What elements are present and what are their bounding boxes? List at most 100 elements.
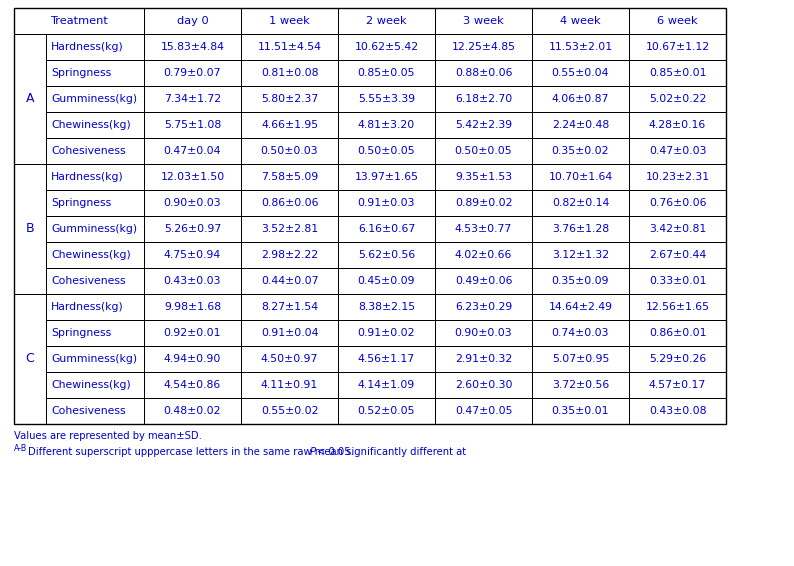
Bar	[338, 138, 435, 164]
Text: 0.79±0.07: 0.79±0.07	[164, 68, 222, 78]
Bar	[338, 216, 435, 242]
Text: 0.86±0.06: 0.86±0.06	[260, 198, 318, 208]
Text: Cohesiveness: Cohesiveness	[51, 406, 125, 416]
Text: 3.76±1.28: 3.76±1.28	[552, 224, 609, 234]
Text: 2.91±0.32: 2.91±0.32	[455, 354, 512, 364]
Text: 0.50±0.05: 0.50±0.05	[455, 146, 512, 156]
Text: Springness: Springness	[51, 328, 111, 338]
Text: 5.42±2.39: 5.42±2.39	[455, 120, 512, 130]
Text: 8.27±1.54: 8.27±1.54	[261, 302, 318, 312]
Text: Springness: Springness	[51, 198, 111, 208]
Bar	[144, 138, 241, 164]
Text: 4.94±0.90: 4.94±0.90	[164, 354, 222, 364]
Text: 5.80±2.37: 5.80±2.37	[261, 94, 318, 104]
Text: Values are represented by mean±SD.: Values are represented by mean±SD.	[14, 431, 202, 441]
Bar	[46, 398, 144, 424]
Text: 0.47±0.05: 0.47±0.05	[455, 406, 512, 416]
Bar	[629, 216, 726, 242]
Bar	[435, 8, 532, 34]
Bar	[144, 34, 241, 60]
Text: Hardness(kg): Hardness(kg)	[51, 302, 124, 312]
Text: 0.74±0.03: 0.74±0.03	[552, 328, 609, 338]
Bar	[532, 86, 629, 112]
Text: 0.35±0.01: 0.35±0.01	[552, 406, 609, 416]
Bar	[46, 164, 144, 190]
Bar	[435, 86, 532, 112]
Text: 4.02±0.66: 4.02±0.66	[455, 250, 512, 260]
Text: 0.81±0.08: 0.81±0.08	[260, 68, 318, 78]
Bar	[241, 216, 338, 242]
Bar	[435, 320, 532, 346]
Bar	[629, 34, 726, 60]
Text: 5.26±0.97: 5.26±0.97	[164, 224, 221, 234]
Bar	[46, 86, 144, 112]
Bar	[144, 398, 241, 424]
Bar	[629, 242, 726, 268]
Text: 4.66±1.95: 4.66±1.95	[261, 120, 318, 130]
Bar	[46, 320, 144, 346]
Bar	[144, 164, 241, 190]
Text: 6.23±0.29: 6.23±0.29	[455, 302, 512, 312]
Bar	[46, 242, 144, 268]
Text: C: C	[25, 353, 34, 366]
Text: 15.83±4.84: 15.83±4.84	[160, 42, 225, 52]
Bar	[629, 346, 726, 372]
Text: 0.85±0.01: 0.85±0.01	[649, 68, 706, 78]
Text: 0.50±0.03: 0.50±0.03	[260, 146, 318, 156]
Text: A: A	[25, 92, 34, 105]
Text: 9.98±1.68: 9.98±1.68	[164, 302, 221, 312]
Text: 3.42±0.81: 3.42±0.81	[649, 224, 706, 234]
Text: 4.06±0.87: 4.06±0.87	[552, 94, 609, 104]
Bar	[144, 8, 241, 34]
Text: 0.76±0.06: 0.76±0.06	[649, 198, 706, 208]
Bar	[241, 112, 338, 138]
Bar	[532, 8, 629, 34]
Text: 10.23±2.31: 10.23±2.31	[646, 172, 710, 182]
Bar	[435, 398, 532, 424]
Bar	[435, 242, 532, 268]
Text: 10.70±1.64: 10.70±1.64	[549, 172, 613, 182]
Bar	[144, 320, 241, 346]
Bar	[338, 86, 435, 112]
Bar	[629, 112, 726, 138]
Text: 7.58±5.09: 7.58±5.09	[261, 172, 318, 182]
Bar	[338, 372, 435, 398]
Text: Gumminess(kg): Gumminess(kg)	[51, 94, 137, 104]
Text: 0.33±0.01: 0.33±0.01	[649, 276, 706, 286]
Text: 0.91±0.02: 0.91±0.02	[358, 328, 415, 338]
Text: 0.90±0.03: 0.90±0.03	[455, 328, 512, 338]
Text: P: P	[310, 447, 316, 457]
Bar	[629, 86, 726, 112]
Bar	[46, 216, 144, 242]
Bar	[629, 320, 726, 346]
Text: 0.92±0.01: 0.92±0.01	[164, 328, 222, 338]
Bar	[435, 112, 532, 138]
Text: 4.14±1.09: 4.14±1.09	[358, 380, 415, 390]
Text: 7.34±1.72: 7.34±1.72	[164, 94, 221, 104]
Bar	[144, 60, 241, 86]
Text: 0.47±0.03: 0.47±0.03	[649, 146, 706, 156]
Bar	[532, 164, 629, 190]
Bar	[14, 294, 46, 424]
Bar	[532, 60, 629, 86]
Bar	[435, 372, 532, 398]
Text: 3 week: 3 week	[463, 16, 504, 26]
Text: 6.16±0.67: 6.16±0.67	[358, 224, 415, 234]
Text: 0.35±0.02: 0.35±0.02	[552, 146, 609, 156]
Text: 0.55±0.02: 0.55±0.02	[260, 406, 318, 416]
Text: 3.12±1.32: 3.12±1.32	[552, 250, 609, 260]
Text: 4.53±0.77: 4.53±0.77	[455, 224, 512, 234]
Bar	[435, 268, 532, 294]
Text: 11.53±2.01: 11.53±2.01	[549, 42, 612, 52]
Bar	[241, 294, 338, 320]
Bar	[14, 8, 726, 424]
Text: 2 week: 2 week	[366, 16, 407, 26]
Bar	[532, 112, 629, 138]
Text: 4.54±0.86: 4.54±0.86	[164, 380, 221, 390]
Bar	[338, 112, 435, 138]
Bar	[629, 294, 726, 320]
Text: day 0: day 0	[176, 16, 208, 26]
Text: 0.91±0.04: 0.91±0.04	[260, 328, 318, 338]
Text: 4.50±0.97: 4.50±0.97	[260, 354, 318, 364]
Bar	[532, 372, 629, 398]
